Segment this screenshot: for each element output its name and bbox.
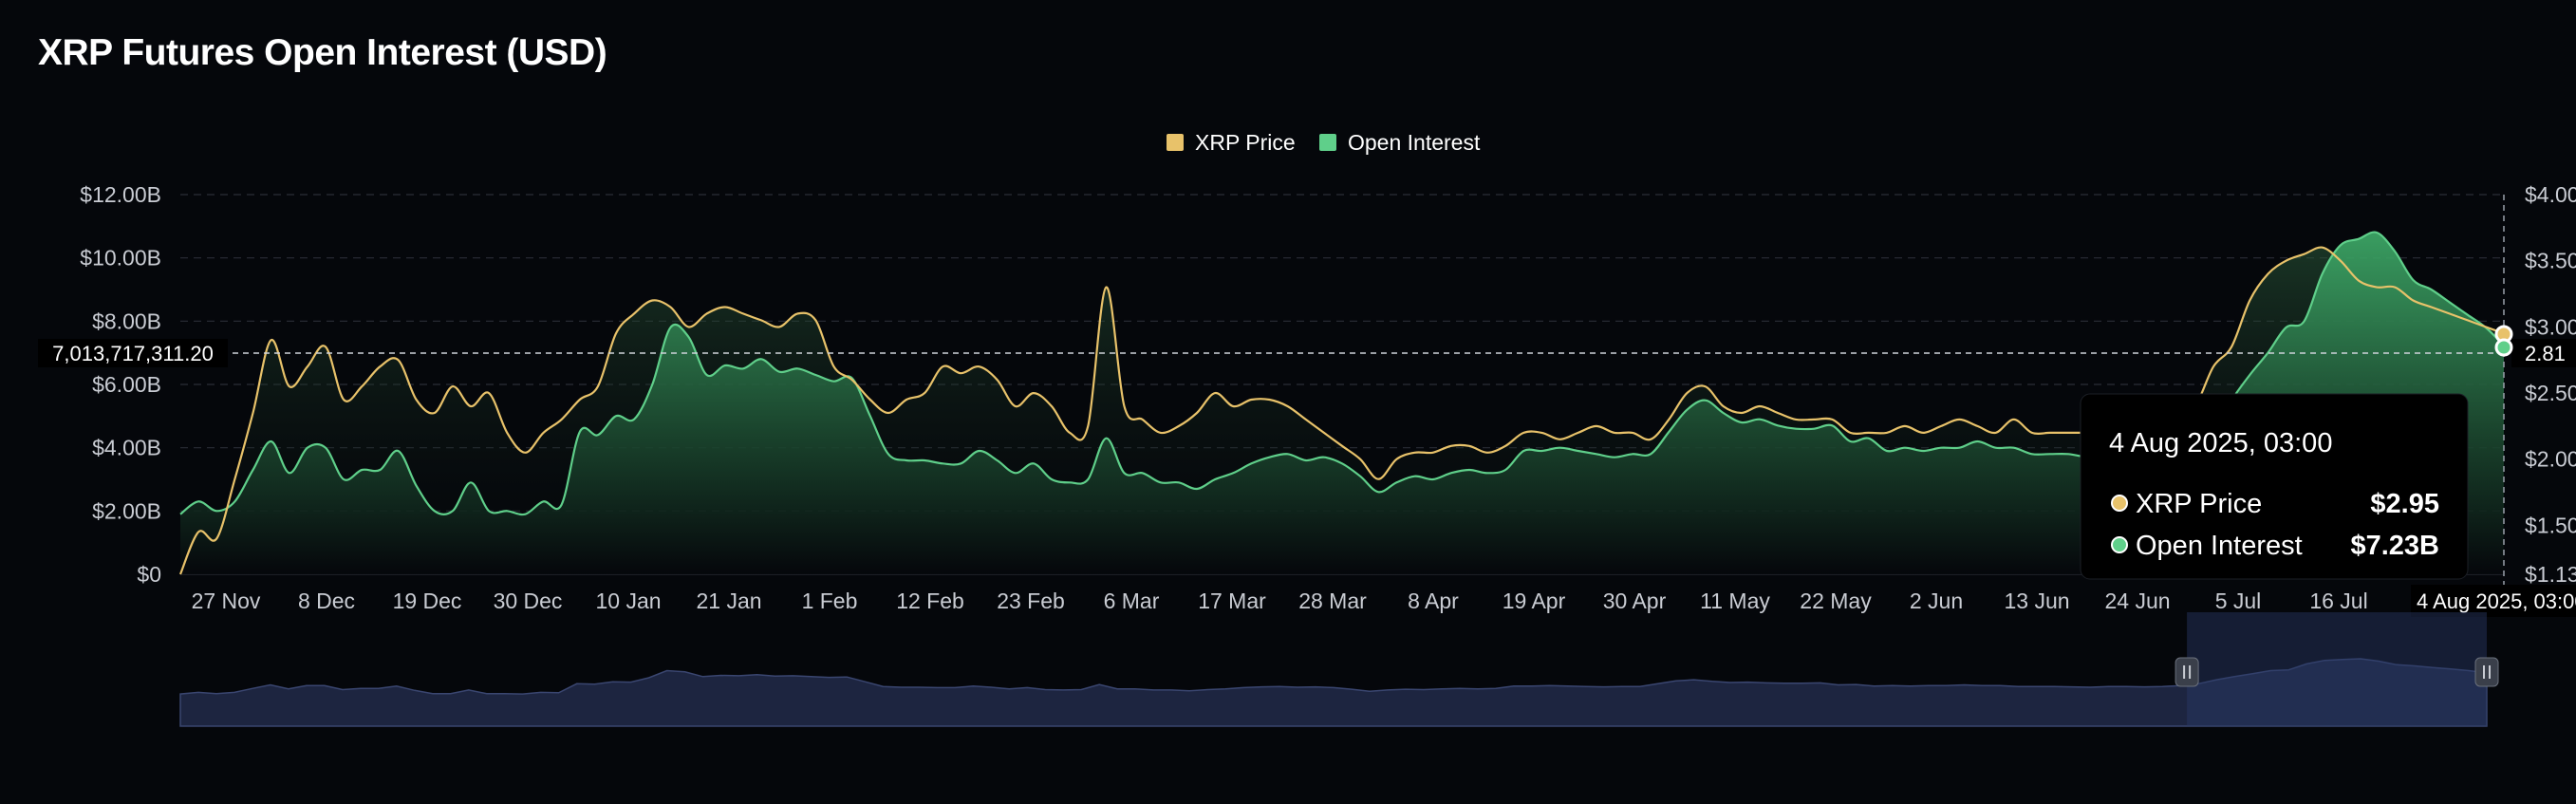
- tooltip-price-name: XRP Price: [2136, 489, 2262, 519]
- y-left-tick-label: $10.00B: [80, 246, 161, 271]
- tooltip-oi-dot: [2111, 536, 2128, 553]
- x-tick-label: 2 Jun: [1910, 589, 1963, 613]
- x-tick-label: 11 May: [1700, 589, 1770, 613]
- tooltip-oi-value: $7.23B: [2350, 531, 2439, 561]
- x-tick-label: 30 Dec: [494, 589, 563, 613]
- y-axis-left: $0 $2.00B $4.00B $6.00B $8.00B $10.00B $12.00B: [80, 182, 161, 587]
- y-left-tick-label: $4.00B: [92, 436, 161, 460]
- tooltip-price-value: $2.95: [2370, 489, 2439, 519]
- x-tick-label: 5 Jul: [2215, 589, 2262, 613]
- tooltip: 4 Aug 2025, 03:00 XRP Price $2.95 Open I…: [2080, 393, 2469, 580]
- oi-area: [180, 232, 2504, 574]
- x-tick-label: 6 Mar: [1104, 589, 1160, 613]
- x-tick-label: 1 Feb: [802, 589, 858, 613]
- x-axis-pill-box: [2411, 585, 2576, 617]
- y-axis-right: $1.13 $1.50 $2.00 $2.50 $3.00 $3.50 $4.00: [2525, 182, 2576, 587]
- crosshair-label-box: [38, 339, 228, 367]
- y-right-tick-label: $4.00: [2525, 182, 2576, 207]
- tooltip-oi-name: Open Interest: [2136, 531, 2303, 561]
- x-tick-label: 28 Mar: [1298, 589, 1367, 613]
- x-tick-label: 17 Mar: [1198, 589, 1266, 613]
- navigator-handle-body: [2175, 657, 2199, 687]
- legend-swatch-oi: [1319, 134, 1336, 151]
- tooltip-date: 4 Aug 2025, 03:00: [2109, 428, 2332, 458]
- navigator[interactable]: [179, 612, 2499, 727]
- crosshair-right-label: 2.81: [2525, 342, 2566, 365]
- oi-marker: [2494, 338, 2513, 357]
- y-left-tick-label: $12.00B: [80, 182, 161, 207]
- y-left-tick-label: $6.00B: [92, 372, 161, 397]
- y-left-tick-label: $2.00B: [92, 498, 161, 523]
- x-tick-label: 24 Jun: [2104, 589, 2170, 613]
- x-tick-label: 10 Jan: [595, 589, 661, 613]
- tooltip-box: [2080, 393, 2469, 580]
- x-tick-label: 27 Nov: [192, 589, 261, 613]
- x-tick-label: 8 Apr: [1408, 589, 1459, 613]
- y-left-tick-label: $0: [137, 562, 161, 587]
- x-tick-label: 8 Dec: [298, 589, 355, 613]
- legend-label-price: XRP Price: [1195, 130, 1296, 155]
- legend: XRP Price Open Interest: [1167, 130, 1481, 155]
- y-right-tick-label: $3.50: [2525, 249, 2576, 273]
- x-tick-label: 12 Feb: [896, 589, 964, 613]
- x-axis-pill: 4 Aug 2025, 03:00: [2417, 589, 2576, 613]
- crosshair-label: 7,013,717,311.20: [52, 342, 214, 365]
- y-left-tick-label: $8.00B: [92, 309, 161, 333]
- y-right-tick-label: $1.13: [2525, 562, 2576, 587]
- legend-item-price[interactable]: XRP Price: [1167, 130, 1296, 155]
- x-axis: 27 Nov 8 Dec 19 Dec 30 Dec 10 Jan 21 Jan 1 Feb…: [192, 589, 2368, 613]
- x-tick-label: 21 Jan: [696, 589, 761, 613]
- navigator-handle-left[interactable]: [2175, 657, 2199, 687]
- x-tick-label: 30 Apr: [1603, 589, 1667, 613]
- legend-swatch-price: [1167, 134, 1184, 151]
- y-right-tick-label: $2.50: [2525, 381, 2576, 405]
- y-right-tick-label: $3.00: [2525, 314, 2576, 339]
- x-tick-label: 19 Apr: [1503, 589, 1566, 613]
- tooltip-price-dot: [2111, 495, 2128, 512]
- navigator-selection[interactable]: [2187, 612, 2487, 726]
- crosshair: 7,013,717,311.20 2.81: [38, 195, 2576, 589]
- crosshair-right-box: [2511, 339, 2576, 367]
- y-right-tick-label: $2.00: [2525, 447, 2576, 472]
- x-tick-label: 19 Dec: [393, 589, 462, 613]
- x-tick-label: 13 Jun: [2004, 589, 2069, 613]
- x-tick-label: 22 May: [1800, 589, 1872, 613]
- navigator-handle-body: [2474, 657, 2499, 687]
- page-title: XRP Futures Open Interest (USD): [38, 32, 607, 73]
- navigator-series: [179, 658, 2488, 727]
- y-right-tick-label: $1.50: [2525, 513, 2576, 537]
- x-tick-label: 16 Jul: [2309, 589, 2367, 613]
- navigator-handle-right[interactable]: [2474, 657, 2499, 687]
- legend-item-oi[interactable]: Open Interest: [1319, 130, 1481, 155]
- legend-label-oi: Open Interest: [1348, 130, 1481, 155]
- x-tick-label: 23 Feb: [997, 589, 1065, 613]
